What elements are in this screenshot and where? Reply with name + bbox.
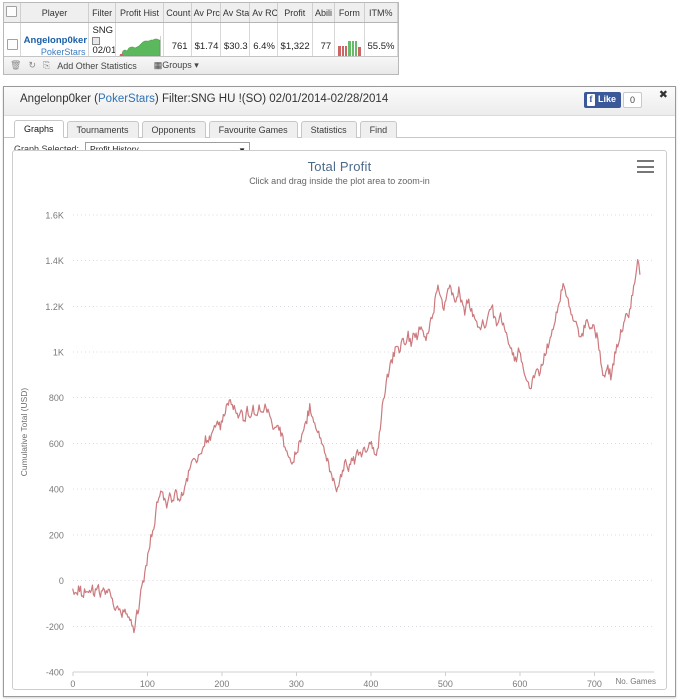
column-header-av-rc[interactable]: Av RC [249, 3, 278, 23]
x-axis-tick-label: 200 [214, 679, 229, 689]
groups-icon: ▦ [153, 60, 163, 70]
hamburger-menu-icon[interactable] [637, 160, 654, 173]
chevron-down-icon: ▾ [194, 60, 199, 70]
x-axis-tick-label: 0 [70, 679, 75, 689]
form-bar-chart [338, 36, 361, 57]
player-stats-panel: Player Filter Profit Hist Count Av Prc A… [3, 2, 399, 75]
window-title-site: PokerStars [98, 93, 155, 105]
y-axis-tick-label: 1.6K [45, 210, 63, 220]
player-stats-table: Player Filter Profit Hist Count Av Prc A… [4, 3, 399, 71]
copy-icon[interactable]: ⎘ [42, 60, 51, 70]
tab-bar: Graphs Tournaments Opponents Favourite G… [4, 116, 675, 138]
series-line-profit [72, 259, 641, 634]
profit-history-plot[interactable]: -400 -200 0 200 400 600 800 1K 1.2K 1.4K 1.6K 0 100 2… [13, 186, 666, 690]
graph-window: Angelonp0ker (PokerStars) Filter:SNG HU … [3, 86, 676, 697]
column-header-profit-hist[interactable]: Profit Hist [115, 3, 165, 23]
chart-container[interactable]: Total Profit Click and drag inside the p… [12, 150, 667, 690]
column-header-select[interactable] [4, 3, 21, 23]
y-axis-label: Cumulative Total (USD) [19, 388, 29, 477]
refresh-icon[interactable]: ↻ [28, 60, 36, 70]
tab-graphs[interactable]: Graphs [14, 120, 64, 138]
tab-favourite-games[interactable]: Favourite Games [208, 121, 298, 138]
groups-dropdown[interactable]: ▦Groups ▾ [154, 60, 199, 71]
column-header-abili[interactable]: Abili [312, 3, 336, 23]
column-header-itm[interactable]: ITM% [364, 3, 399, 23]
groups-label: Groups [162, 60, 192, 70]
x-axis-label: No. Games [615, 677, 656, 686]
column-header-count[interactable]: Count [163, 3, 192, 23]
column-header-av-sta[interactable]: Av Sta [220, 3, 251, 23]
calendar-icon [92, 36, 101, 45]
x-axis-tick-label: 700 [587, 679, 602, 689]
tab-statistics[interactable]: Statistics [300, 121, 357, 138]
facebook-like-button[interactable]: f Like [583, 92, 621, 108]
y-axis-tick-label: 1K [53, 347, 64, 357]
row-checkbox[interactable] [7, 39, 18, 51]
profit-history-sparkline [119, 36, 161, 57]
trash-icon[interactable]: 🗑 [10, 60, 22, 70]
tab-find[interactable]: Find [359, 121, 398, 138]
y-axis-tick-label: -200 [46, 622, 64, 632]
y-axis-tick-label: 200 [49, 530, 64, 540]
filter-date-from: 02/01 [92, 45, 116, 57]
column-header-profit[interactable]: Profit [277, 3, 313, 23]
y-axis-tick-label: 800 [49, 393, 64, 403]
chart-subtitle: Click and drag inside the plot area to z… [249, 176, 430, 186]
column-header-player[interactable]: Player [20, 3, 90, 23]
graph-selected-value: Profit History [90, 144, 139, 154]
window-titlebar: Angelonp0ker (PokerStars) Filter:SNG HU … [4, 87, 675, 116]
y-axis-tick-label: 600 [49, 439, 64, 449]
x-axis-tick-label: 500 [438, 679, 453, 689]
filter-type: SNG [92, 25, 114, 36]
tab-tournaments[interactable]: Tournaments [66, 121, 139, 138]
tab-opponents[interactable]: Opponents [141, 121, 206, 138]
table-header-row: Player Filter Profit Hist Count Av Prc A… [4, 3, 399, 23]
window-title-filter: Filter:SNG HU !(SO) 02/01/2014-02/28/201… [161, 93, 389, 105]
graph-selected-label: Graph Selected: [14, 144, 80, 154]
facebook-like-count: 0 [622, 92, 642, 108]
facebook-like-label: Like [597, 94, 616, 105]
x-axis-tick-label: 400 [363, 679, 378, 689]
column-header-form[interactable]: Form [334, 3, 365, 23]
facebook-icon: f [586, 94, 595, 106]
y-axis-tick-label: -400 [46, 667, 64, 677]
window-title-player: Angelonp0ker [20, 93, 91, 105]
y-axis-tick-label: 0 [59, 576, 64, 586]
window-title: Angelonp0ker (PokerStars) Filter:SNG HU … [20, 93, 389, 105]
add-other-statistics-button[interactable]: Add Other Statistics [57, 60, 137, 71]
column-header-filter[interactable]: Filter [88, 3, 116, 23]
player-name[interactable]: Angelonp0ker [23, 34, 88, 46]
stats-toolbar: 🗑 ↻ ⎘ Add Other Statistics ▦Groups ▾ [4, 56, 398, 74]
y-axis-tick-label: 400 [49, 485, 64, 495]
close-icon[interactable]: ✖ [658, 89, 668, 101]
x-axis-tick-label: 300 [289, 679, 304, 689]
facebook-like-widget[interactable]: f Like 0 [583, 92, 642, 108]
y-axis-tick-label: 1.2K [45, 302, 63, 312]
player-site[interactable]: PokerStars [40, 46, 86, 57]
x-axis-tick-label: 100 [140, 679, 155, 689]
y-axis-tick-label: 1.4K [45, 256, 63, 266]
select-all-checkbox[interactable] [6, 6, 18, 17]
x-axis-tick-label: 600 [512, 679, 527, 689]
column-header-av-prc[interactable]: Av Prc [191, 3, 221, 23]
chart-title: Total Profit [307, 159, 372, 174]
